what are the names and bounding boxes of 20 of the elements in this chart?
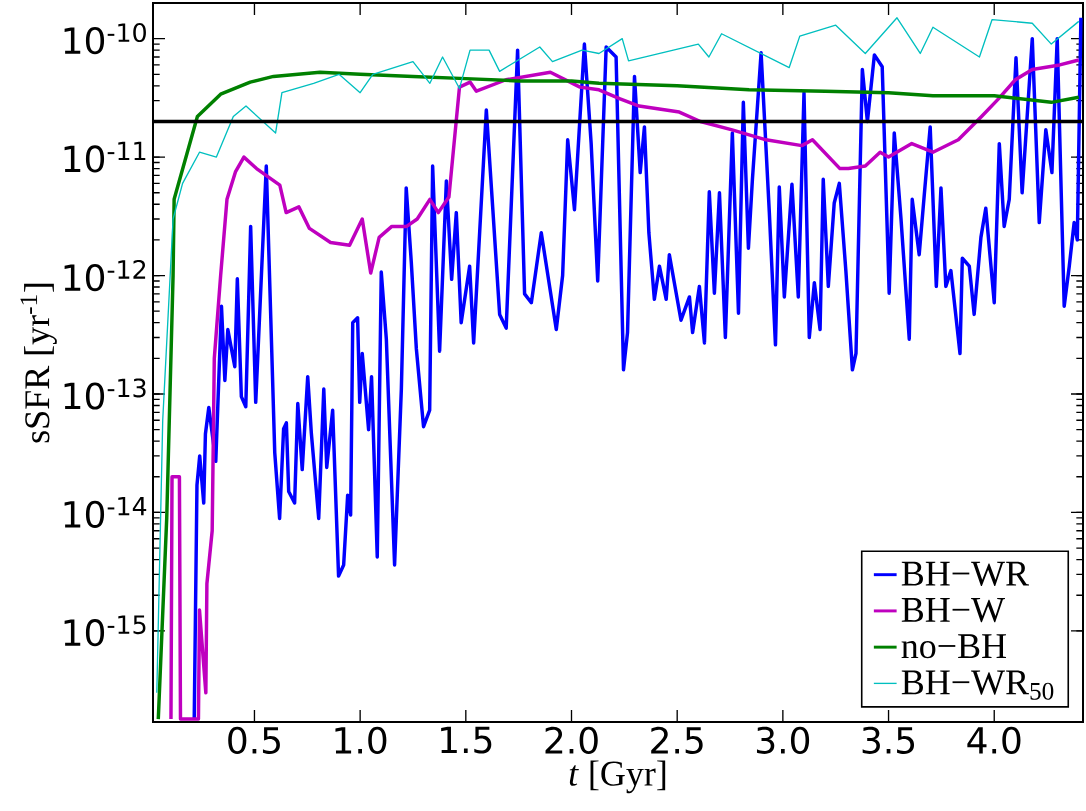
legend-label: BH−WR — [901, 561, 1029, 586]
legend-label: BH−WR$_{50}$ — [901, 670, 1054, 700]
y-tick-label: 10$^{-13}$ — [64, 378, 146, 410]
x-tick-label: 2.5 — [651, 726, 703, 754]
legend-label: BH−W — [901, 598, 1005, 623]
y-tick-label: 10$^{-12}$ — [64, 259, 146, 292]
x-tick-label: 3.5 — [862, 726, 915, 754]
y-tick-label: 10$^{-15}$ — [64, 615, 146, 647]
x-tick-label: 3.0 — [756, 726, 810, 754]
x-tick-label: 1.5 — [441, 726, 492, 754]
y-tick-label: 10$^{-14}$ — [64, 496, 147, 528]
legend-label: no−BH — [901, 634, 1007, 659]
x-axis-title: t [Gyr] — [569, 760, 666, 794]
y-axis-title: sSFR [yr$^{-1}$] — [20, 283, 57, 443]
x-tick-label: 1.0 — [335, 726, 387, 754]
y-tick-label: 10$^{-10}$ — [64, 23, 146, 55]
x-tick-label: 4.0 — [967, 726, 1021, 754]
x-tick-label: 0.5 — [228, 726, 280, 754]
y-tick-label: 10$^{-11}$ — [64, 141, 146, 173]
x-tick-label: 2.0 — [545, 726, 598, 754]
